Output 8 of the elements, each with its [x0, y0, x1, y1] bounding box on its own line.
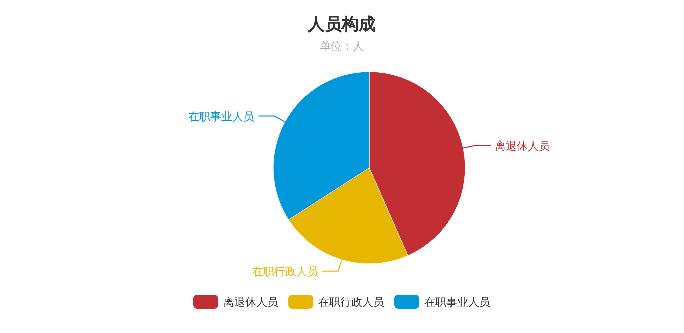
- legend-label: 在职行政人员: [318, 296, 384, 309]
- chart-subtitle: 单位：人: [320, 40, 364, 53]
- slice-label: 在职行政人员: [252, 265, 318, 278]
- legend-label: 离退休人员: [224, 296, 278, 309]
- legend-label: 在职事业人员: [424, 296, 490, 309]
- slice-label: 在职事业人员: [188, 110, 255, 124]
- slice-label: 离退休人员: [495, 140, 550, 153]
- chart-title: 人员构成: [307, 15, 376, 35]
